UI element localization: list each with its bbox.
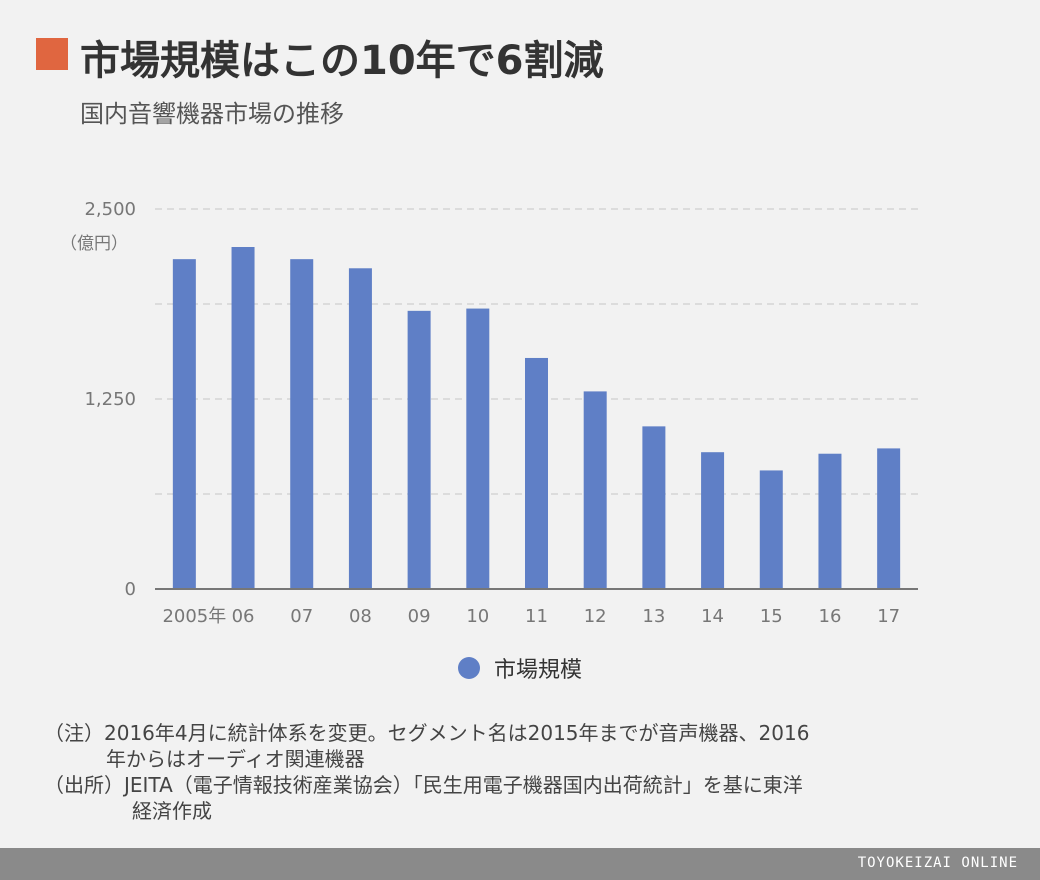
x-tick-label: 16 (819, 606, 842, 627)
bar-0 (172, 259, 196, 589)
bar-5 (466, 308, 490, 589)
x-tick-label: 14 (701, 606, 724, 627)
bar-7 (583, 391, 607, 589)
x-tick-label: 17 (877, 606, 900, 627)
footer-brand: TOYOKEIZAI ONLINE (857, 855, 1018, 871)
footer-bar: TOYOKEIZAI ONLINE (0, 848, 1040, 880)
x-tick-label: 08 (349, 606, 372, 627)
bar-4 (407, 310, 431, 589)
note-2-line-2: 経済作成 (132, 799, 212, 823)
note-2-line-1: （出所）JEITA（電子情報技術産業協会）「民生用電子機器国内出荷統計」を基に東… (44, 773, 803, 797)
notes: （注）2016年4月に統計体系を変更。セグメント名は2015年までが音声機器、2… (44, 720, 809, 824)
x-tick-label: 10 (466, 606, 489, 627)
legend-marker (458, 657, 480, 679)
note-1-line-2: 年からはオーディオ関連機器 (106, 747, 365, 771)
x-tick-label: 07 (290, 606, 313, 627)
y-tick-label: 1,250 (84, 389, 136, 410)
bar-1 (231, 247, 255, 589)
y-tick-label: 2,500 (84, 199, 136, 220)
bars (172, 247, 901, 589)
x-tick-label: 11 (525, 606, 548, 627)
y-axis-unit: （億円） (60, 234, 128, 254)
x-tick-label: 2005年 (162, 606, 226, 627)
bar-6 (525, 357, 548, 589)
x-tick-label: 15 (760, 606, 783, 627)
bar-12 (877, 448, 901, 589)
y-axis-ticks: 0 1,250 2,500 (84, 199, 136, 600)
y-tick-label: 0 (125, 579, 136, 600)
bar-3 (348, 268, 372, 589)
title-marker (36, 38, 68, 70)
bar-chart: 0 1,250 2,500 2005年 06 07 08 09 10 11 12 13 14 15 16 1… (60, 199, 918, 627)
x-tick-label: 06 (232, 606, 255, 627)
chart-subtitle: 国内音響機器市場の推移 (80, 100, 344, 128)
bar-10 (759, 470, 783, 589)
x-axis-ticks: 2005年 06 07 08 09 10 11 12 13 14 15 16 17 (162, 606, 900, 627)
note-1-line-1: （注）2016年4月に統計体系を変更。セグメント名は2015年までが音声機器、2… (44, 721, 810, 745)
x-tick-label: 12 (584, 606, 607, 627)
x-tick-label: 13 (642, 606, 665, 627)
bar-11 (818, 453, 842, 589)
bar-2 (290, 259, 314, 589)
x-tick-label: 09 (408, 606, 431, 627)
bar-9 (701, 452, 725, 589)
legend-label: 市場規模 (494, 658, 583, 683)
chart-title: 市場規模はこの10年で6割減 (80, 38, 604, 84)
legend: 市場規模 (458, 652, 582, 684)
bar-8 (642, 426, 666, 589)
